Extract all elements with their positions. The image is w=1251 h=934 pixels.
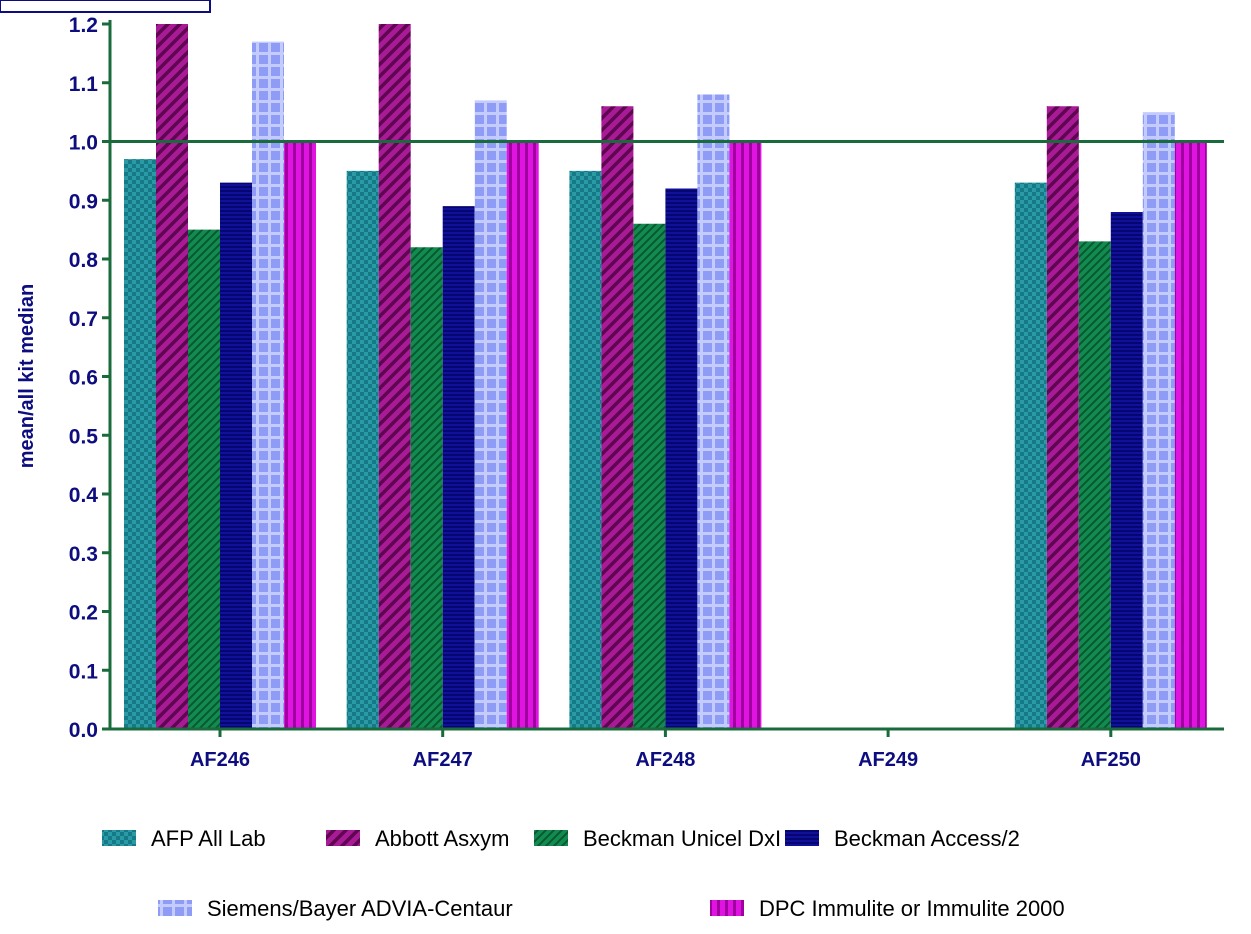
y-tick-label: 0.1 xyxy=(69,660,99,683)
bar-af246-series-4 xyxy=(220,182,252,729)
legend-swatch xyxy=(326,830,360,846)
bar-af250-series-4 xyxy=(1110,212,1143,729)
bar-af246-series-6 xyxy=(284,141,316,729)
bar-af248-series-1 xyxy=(569,170,602,729)
bar-af247-series-3 xyxy=(410,247,443,729)
y-tick-label: 0.6 xyxy=(69,367,98,390)
y-tick-label: 0.9 xyxy=(69,190,98,213)
labels-layer: 0.0 0.1 0.2 0.3 0.4 0.5 0.6 0.7 0.8 0.9 1.0 1.1 1.2 A… xyxy=(69,14,1141,771)
bar-af248-series-3 xyxy=(633,223,666,729)
bar-af248-series-4 xyxy=(665,188,698,729)
legend-label: Abbott Asxym xyxy=(375,826,510,851)
legend-swatch xyxy=(785,830,819,846)
bar-af250-series-6 xyxy=(1174,141,1207,729)
bar-af250-series-3 xyxy=(1078,241,1111,729)
legend-swatch xyxy=(102,830,136,846)
bar-af246-series-2 xyxy=(156,24,188,729)
legend-swatch xyxy=(710,900,744,916)
bar-af248-series-6 xyxy=(729,141,762,729)
bar-af247-series-1 xyxy=(346,170,379,729)
y-tick-label: 1.2 xyxy=(69,14,98,37)
x-tick-label: AF246 xyxy=(190,749,250,771)
corner-fragment xyxy=(0,0,211,13)
legend-label: Beckman Access/2 xyxy=(834,826,1020,851)
bar-af250-series-5 xyxy=(1142,112,1175,729)
bar-af248-series-2 xyxy=(601,106,634,729)
x-tick-label: AF249 xyxy=(858,749,918,771)
y-tick-label: 0.5 xyxy=(69,425,99,448)
y-tick-label: 0.2 xyxy=(69,602,98,625)
y-tick-label: 0.7 xyxy=(69,308,98,331)
legend: AFP All Lab Abbott Asxym Beckman Unicel Dx… xyxy=(102,826,1065,921)
bar-af246-series-5 xyxy=(252,41,284,729)
bar-af247-series-5 xyxy=(474,100,507,729)
bar-af250-series-1 xyxy=(1014,182,1047,729)
bars-layer xyxy=(124,24,1207,729)
bar-af247-series-4 xyxy=(442,206,475,729)
bar-af246-series-1 xyxy=(124,159,156,729)
y-tick-label: 0.0 xyxy=(69,719,98,742)
bar-af246-series-3 xyxy=(188,229,220,729)
x-tick-label: AF247 xyxy=(413,749,473,771)
y-tick-label: 0.8 xyxy=(69,249,99,272)
legend-label: Siemens/Bayer ADVIA-Centaur xyxy=(207,896,513,921)
legend-label: AFP All Lab xyxy=(151,826,266,851)
bar-af247-series-2 xyxy=(378,24,411,729)
y-tick-label: 1.0 xyxy=(69,132,98,155)
legend-swatch xyxy=(158,900,192,916)
bar-af248-series-5 xyxy=(697,94,730,729)
x-tick-label: AF250 xyxy=(1081,749,1141,771)
y-axis-title: mean/all kit median xyxy=(16,284,38,469)
legend-label: DPC Immulite or Immulite 2000 xyxy=(759,896,1065,921)
y-tick-label: 0.4 xyxy=(69,484,99,507)
x-tick-label: AF248 xyxy=(635,749,695,771)
bar-af250-series-2 xyxy=(1046,106,1079,729)
legend-label: Beckman Unicel DxI xyxy=(583,826,781,851)
y-tick-label: 0.3 xyxy=(69,543,98,566)
axes-layer xyxy=(102,20,1224,737)
bar-af247-series-6 xyxy=(506,141,539,729)
y-tick-label: 1.1 xyxy=(69,73,99,96)
legend-swatch xyxy=(534,830,568,846)
